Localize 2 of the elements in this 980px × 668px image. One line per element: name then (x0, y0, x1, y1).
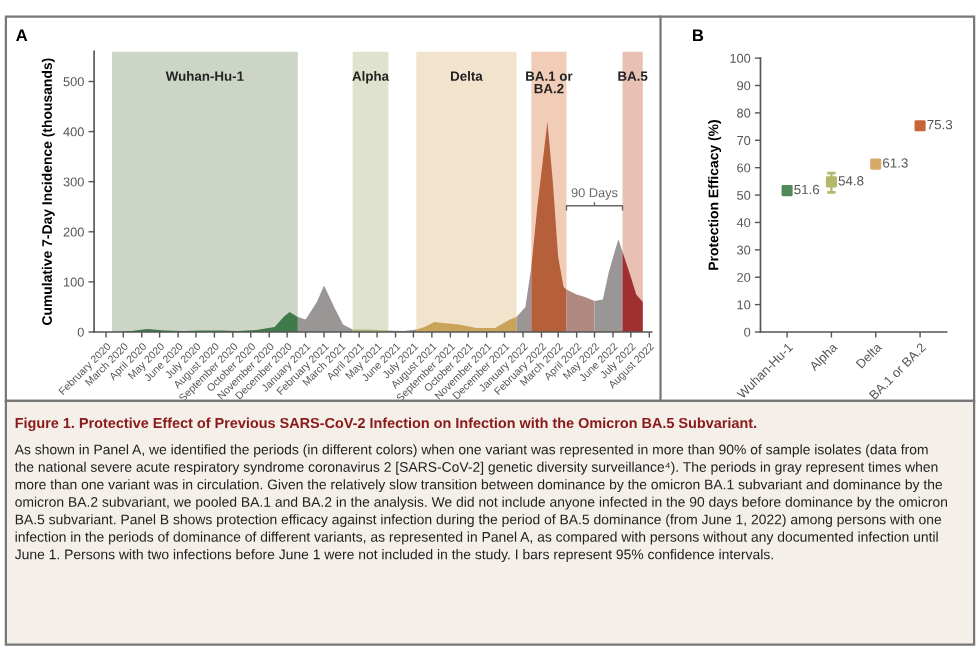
chart-title: A (16, 29, 28, 42)
chart-title: B (692, 29, 704, 42)
